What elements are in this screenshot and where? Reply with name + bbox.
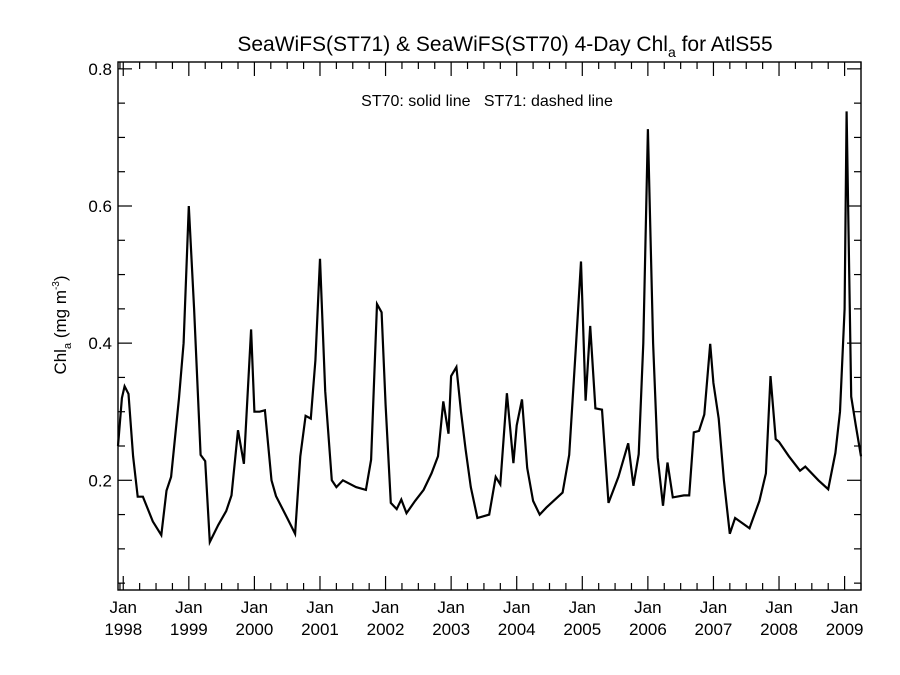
- x-tick-label-year: 2008: [760, 620, 798, 639]
- x-tick-label-month: Jan: [110, 598, 137, 617]
- chart-title: SeaWiFS(ST71) & SeaWiFS(ST70) 4-Day Chla…: [237, 33, 772, 60]
- x-tick-label-month: Jan: [831, 598, 858, 617]
- y-tick-label: 0.2: [88, 471, 112, 490]
- y-tick-label: 0.4: [88, 334, 112, 353]
- y-axis-label-close: ): [51, 275, 70, 281]
- y-axis-label-unit: (mg m: [51, 290, 70, 343]
- x-tick-label-year: 1998: [104, 620, 142, 639]
- x-tick-label-month: Jan: [241, 598, 268, 617]
- plot-frame: [117, 61, 862, 591]
- x-tick-label-month: Jan: [175, 598, 202, 617]
- chart-title-subscript: a: [668, 44, 676, 60]
- chart-title-main: SeaWiFS(ST71) & SeaWiFS(ST70) 4-Day Chl: [237, 33, 668, 56]
- x-tick-label-year: 2006: [629, 620, 667, 639]
- x-tick-label-month: Jan: [503, 598, 530, 617]
- y-tick-label: 0.8: [88, 60, 112, 79]
- y-axis-label: Chla (mg m-3): [51, 275, 74, 374]
- x-tick-label-year: 2007: [695, 620, 733, 639]
- x-tick-label-year: 2004: [498, 620, 536, 639]
- x-tick-label-year: 1999: [170, 620, 208, 639]
- y-axis-label-subscript: a: [62, 342, 74, 349]
- x-tick-label-month: Jan: [634, 598, 661, 617]
- x-tick-label-month: Jan: [765, 598, 792, 617]
- x-tick-label-year: 2003: [432, 620, 470, 639]
- x-tick-label-month: Jan: [437, 598, 464, 617]
- x-tick-label-month: Jan: [306, 598, 333, 617]
- series-layer: [116, 111, 863, 547]
- series-line-solid: [116, 111, 863, 547]
- axis-tick-labels: 0.2 0.4 0.6 0.8 Jan 1998 Jan 1999 Jan 2000 Jan 2001…: [88, 60, 863, 639]
- x-tick-label-year: 2000: [235, 620, 273, 639]
- x-tick-label-year: 2009: [826, 620, 864, 639]
- x-tick-label-year: 2001: [301, 620, 339, 639]
- x-tick-label-month: Jan: [372, 598, 399, 617]
- y-tick-label: 0.6: [88, 197, 112, 216]
- x-tick-label-year: 2002: [367, 620, 405, 639]
- chart-title-suffix: for AtlS55: [676, 33, 773, 56]
- x-tick-label-year: 2005: [563, 620, 601, 639]
- x-tick-label-month: Jan: [700, 598, 727, 617]
- y-axis-label-main: Chl: [51, 349, 70, 375]
- chart-annotation: ST70: solid line ST71: dashed line: [361, 93, 613, 110]
- y-axis-label-superscript: -3: [51, 281, 62, 290]
- x-tick-label-month: Jan: [569, 598, 596, 617]
